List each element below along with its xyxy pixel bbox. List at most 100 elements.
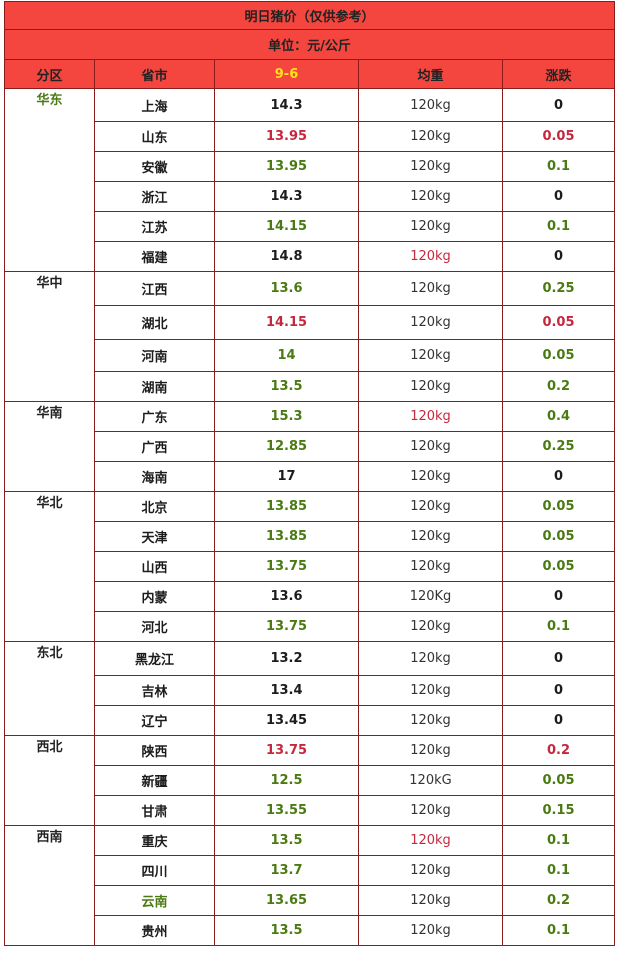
province-cell: 湖南	[94, 371, 215, 402]
change-cell: 0.05	[502, 121, 615, 152]
price-cell: 12.5	[214, 765, 359, 796]
table-row: 安徽 13.95 120kg 0.1	[5, 151, 615, 182]
province-cell: 天津	[94, 521, 215, 552]
unit-label: 单位：元/公斤	[4, 29, 615, 60]
province-cell: 广西	[94, 431, 215, 462]
price-cell: 13.95	[214, 121, 359, 152]
weight-cell: 120kg	[358, 795, 503, 826]
table-row: 华南 广东 15.3 120kg 0.4	[4, 401, 615, 492]
price-cell: 13.2	[214, 641, 359, 676]
price-cell: 13.5	[214, 371, 359, 402]
change-cell: 0.1	[502, 915, 615, 946]
table-row: 湖北 14.15 120kg 0.05	[5, 305, 615, 340]
weight-cell: 120kg	[358, 521, 503, 552]
change-cell: 0	[502, 675, 615, 706]
change-cell: 0.2	[502, 735, 615, 766]
weight-cell: 120kg	[358, 371, 503, 402]
change-cell: 0.1	[502, 211, 615, 242]
region-cell: 西北	[4, 735, 95, 826]
table-row: 华东 上海 14.3 120kg 0	[4, 88, 615, 272]
province-cell: 甘肃	[94, 795, 215, 826]
price-cell: 14.15	[214, 211, 359, 242]
weight-cell: 120kg	[358, 305, 503, 340]
weight-cell: 120kg	[358, 88, 503, 122]
province-cell: 云南	[94, 885, 215, 916]
province-cell: 陕西	[94, 735, 215, 766]
price-cell: 13.65	[214, 885, 359, 916]
weight-cell: 120kg	[358, 211, 503, 242]
change-cell: 0.05	[502, 339, 615, 372]
price-cell: 13.5	[214, 825, 359, 856]
table-row: 东北 黑龙江 13.2 120kg 0	[4, 641, 615, 736]
province-cell: 安徽	[94, 151, 215, 182]
province-cell: 吉林	[94, 675, 215, 706]
weight-cell: 120kg	[358, 825, 503, 856]
table-row: 华中 江西 13.6 120kg 0.25	[4, 271, 615, 402]
price-cell: 13.85	[214, 521, 359, 552]
change-cell: 0.05	[502, 521, 615, 552]
weight-cell: 120kg	[358, 675, 503, 706]
province-cell: 浙江	[94, 181, 215, 212]
price-cell: 13.6	[214, 581, 359, 612]
weight-cell: 120kg	[358, 611, 503, 642]
table-body: 华东 上海 14.3 120kg 0 山东 13.95 120kg 0.05 安徽 13.95 120…	[4, 88, 615, 946]
weight-cell: 120kg	[358, 491, 503, 522]
province-cell: 四川	[94, 855, 215, 886]
change-cell: 0	[502, 581, 615, 612]
change-cell: 0.15	[502, 795, 615, 826]
table-title: 明日猪价（仅供参考）	[4, 1, 615, 30]
pig-price-table: 明日猪价（仅供参考） 单位：元/公斤 分区 省市 9-6 均重 涨跌 华东 上海 1…	[4, 1, 615, 946]
price-cell: 13.75	[214, 735, 359, 766]
change-cell: 0.1	[502, 825, 615, 856]
table-row: 河北 13.75 120kg 0.1	[5, 611, 615, 642]
price-cell: 17	[214, 461, 359, 492]
price-cell: 13.5	[214, 915, 359, 946]
table-row: 广西 12.85 120kg 0.25	[5, 431, 615, 462]
province-cell: 河北	[94, 611, 215, 642]
weight-cell: 120kg	[358, 735, 503, 766]
region-cell: 华南	[4, 401, 95, 492]
province-cell: 江苏	[94, 211, 215, 242]
weight-cell: 120kg	[358, 855, 503, 886]
weight-cell: 120kg	[358, 151, 503, 182]
change-cell: 0	[502, 641, 615, 676]
weight-cell: 120kG	[358, 765, 503, 796]
change-cell: 0.4	[502, 401, 615, 432]
weight-cell: 120kg	[358, 241, 503, 272]
weight-cell: 120kg	[358, 915, 503, 946]
price-cell: 14.8	[214, 241, 359, 272]
price-cell: 14	[214, 339, 359, 372]
province-cell: 上海	[94, 88, 215, 122]
region-cell: 华北	[4, 491, 95, 642]
price-cell: 13.6	[214, 271, 359, 306]
price-cell: 15.3	[214, 401, 359, 432]
table-row: 贵州 13.5 120kg 0.1	[5, 915, 615, 946]
change-cell: 0	[502, 88, 615, 122]
province-cell: 北京	[94, 491, 215, 522]
weight-cell: 120kg	[358, 551, 503, 582]
price-cell: 13.55	[214, 795, 359, 826]
table-row: 云南 13.65 120kg 0.2	[5, 885, 615, 916]
province-cell: 山东	[94, 121, 215, 152]
col-header-date: 9-6	[214, 59, 359, 89]
province-cell: 河南	[94, 339, 215, 372]
weight-cell: 120kg	[358, 339, 503, 372]
province-cell: 海南	[94, 461, 215, 492]
table-row: 内蒙 13.6 120Kg 0	[5, 581, 615, 612]
table-row: 新疆 12.5 120kG 0.05	[5, 765, 615, 796]
table-row: 西南 重庆 13.5 120kg 0.1	[4, 825, 615, 946]
weight-cell: 120kg	[358, 885, 503, 916]
change-cell: 0.2	[502, 371, 615, 402]
weight-cell: 120kg	[358, 641, 503, 676]
table-row: 华北 北京 13.85 120kg 0.05	[4, 491, 615, 642]
province-cell: 辽宁	[94, 705, 215, 736]
price-cell: 14.3	[214, 88, 359, 122]
weight-cell: 120kg	[358, 431, 503, 462]
weight-cell: 120Kg	[358, 581, 503, 612]
table-row: 河南 14 120kg 0.05	[5, 339, 615, 372]
table-row: 四川 13.7 120kg 0.1	[5, 855, 615, 886]
weight-cell: 120kg	[358, 461, 503, 492]
change-cell: 0.1	[502, 855, 615, 886]
change-cell: 0.05	[502, 491, 615, 522]
